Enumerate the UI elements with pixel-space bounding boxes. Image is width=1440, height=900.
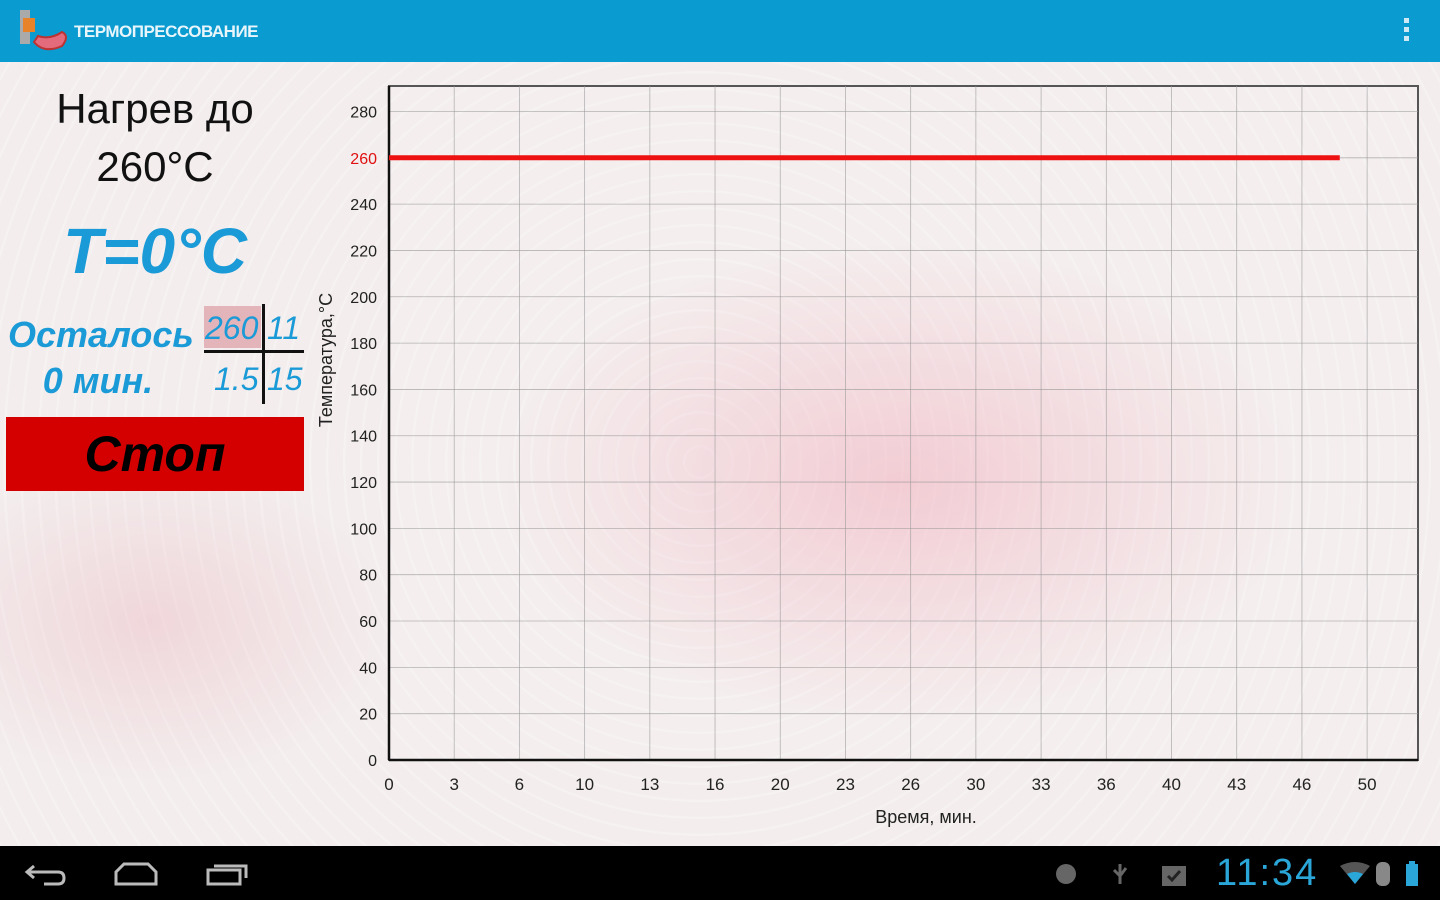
- x-tick-label: 50: [1358, 775, 1377, 794]
- overflow-menu-icon[interactable]: [1404, 18, 1410, 44]
- background-image: [0, 62, 1440, 846]
- y-tick-label: 0: [368, 753, 377, 770]
- debug-icon: [1056, 864, 1076, 884]
- table-bottom-right: 15: [267, 361, 303, 397]
- denture-press-icon: [20, 10, 67, 51]
- x-tick-label: 6: [515, 775, 524, 794]
- y-tick-label: 40: [359, 660, 377, 677]
- home-icon[interactable]: [112, 860, 160, 886]
- x-tick-label: 10: [575, 775, 594, 794]
- back-icon[interactable]: [24, 860, 68, 886]
- x-tick-label: 33: [1032, 775, 1051, 794]
- x-tick-label: 30: [966, 775, 985, 794]
- y-tick-label: 80: [359, 568, 377, 585]
- x-tick-label: 20: [771, 775, 790, 794]
- remaining-value: 0 мин.: [42, 360, 154, 401]
- x-tick-label: 46: [1292, 775, 1311, 794]
- temperature-chart: 0 3 6 10 13 16 20 23 26 30 33 36 40 43 46 5002040608010…: [316, 85, 1419, 827]
- target-temperature: Нагрев до 260°C: [0, 80, 310, 196]
- y-axis-label: Температура,°C: [316, 293, 336, 427]
- x-axis-label: Время, мин.: [875, 807, 977, 827]
- y-tick-label: 180: [350, 336, 377, 353]
- y-tick-label: 120: [350, 475, 377, 492]
- x-tick-label: 40: [1162, 775, 1181, 794]
- stop-button[interactable]: Стоп: [6, 417, 304, 491]
- y-tick-label: 140: [350, 429, 377, 446]
- table-top-right: 11: [267, 310, 301, 346]
- wifi-icon: [1340, 862, 1370, 884]
- y-tick-label: 60: [359, 614, 377, 631]
- system-navigation-bar: [0, 846, 1440, 900]
- action-bar: ТЕРМОПРЕССОВАНИЕ: [0, 0, 1440, 62]
- x-tick-label: 3: [449, 775, 458, 794]
- table-vertical-divider: [262, 304, 265, 404]
- remaining-label: Осталось: [8, 314, 194, 355]
- heat-value: 260°C: [96, 143, 214, 190]
- bluetooth-icon: [1376, 862, 1390, 886]
- x-tick-label: 36: [1097, 775, 1116, 794]
- battery-icon: [1406, 861, 1418, 886]
- current-temperature: T=0°C: [63, 215, 247, 287]
- clipboard-check-icon: [1162, 866, 1186, 886]
- y-tick-label: 280: [350, 104, 377, 121]
- remaining-time: Осталось 0 мин.: [8, 312, 194, 404]
- plot-area: [388, 85, 1419, 761]
- x-tick-label: 13: [640, 775, 659, 794]
- y-tick-label: 260: [350, 151, 377, 168]
- y-tick-label: 240: [350, 197, 377, 214]
- table-top-left: 260: [205, 310, 259, 346]
- x-tick-label: 16: [706, 775, 725, 794]
- table-bottom-left: 1.5: [214, 361, 259, 397]
- heat-label: Нагрев до: [56, 85, 254, 132]
- usb-icon: [1112, 864, 1128, 884]
- y-tick-label: 220: [350, 243, 377, 260]
- x-tick-label: 26: [901, 775, 920, 794]
- y-tick-label: 200: [350, 290, 377, 307]
- table-horizontal-divider: [204, 350, 304, 353]
- y-tick-label: 20: [359, 707, 377, 724]
- y-tick-label: 160: [350, 382, 377, 399]
- x-tick-label: 43: [1227, 775, 1246, 794]
- highlight-cell: [204, 306, 261, 348]
- recent-apps-icon[interactable]: [204, 860, 250, 886]
- app-title: ТЕРМОПРЕССОВАНИЕ: [74, 22, 259, 41]
- y-tick-label: 100: [350, 521, 377, 538]
- x-tick-label: 0: [384, 775, 393, 794]
- x-tick-label: 23: [836, 775, 855, 794]
- status-clock: 11:34: [1216, 852, 1319, 894]
